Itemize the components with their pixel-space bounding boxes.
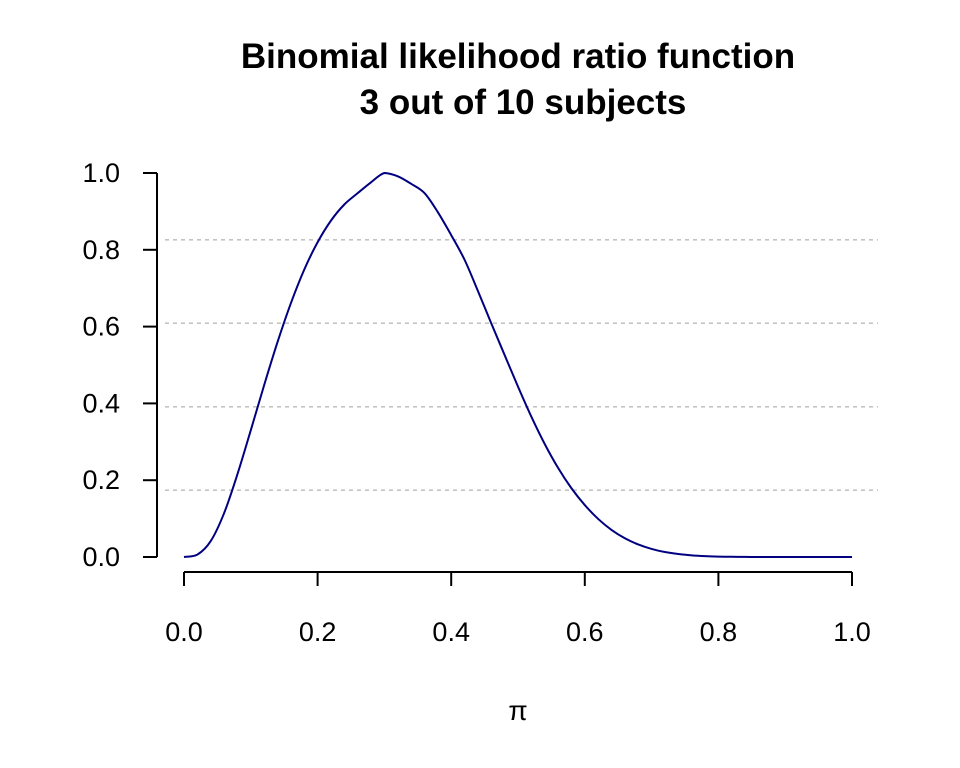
reference-lines [165, 239, 878, 491]
x-axis: 0.0 0.2 0.4 0.6 0.8 1.0 [165, 571, 871, 647]
y-axis: 0.0 0.2 0.4 0.6 0.8 1.0 [82, 158, 158, 572]
chart-subtitle: 3 out of 10 subjects [360, 83, 687, 122]
y-tick-label: 1.0 [82, 158, 120, 188]
chart-titles: Binomial likelihood ratio function 3 out… [241, 37, 795, 122]
y-tick-label: 0.0 [82, 542, 120, 572]
x-tick-label: 0.2 [299, 617, 337, 647]
x-tick-label: 1.0 [833, 617, 871, 647]
x-tick-label: 0.0 [165, 617, 203, 647]
series-line-0 [183, 171, 852, 559]
x-tick-label: 0.6 [566, 617, 604, 647]
chart-title: Binomial likelihood ratio function [241, 37, 795, 76]
y-tick-label: 0.6 [82, 312, 120, 342]
y-tick-label: 0.4 [82, 388, 120, 418]
y-tick-label: 0.8 [82, 235, 120, 265]
x-tick-label: 0.8 [700, 617, 738, 647]
x-tick-label: 0.4 [432, 617, 470, 647]
x-axis-title: π [508, 695, 527, 726]
series-layer [183, 171, 852, 559]
y-tick-label: 0.2 [82, 465, 120, 495]
